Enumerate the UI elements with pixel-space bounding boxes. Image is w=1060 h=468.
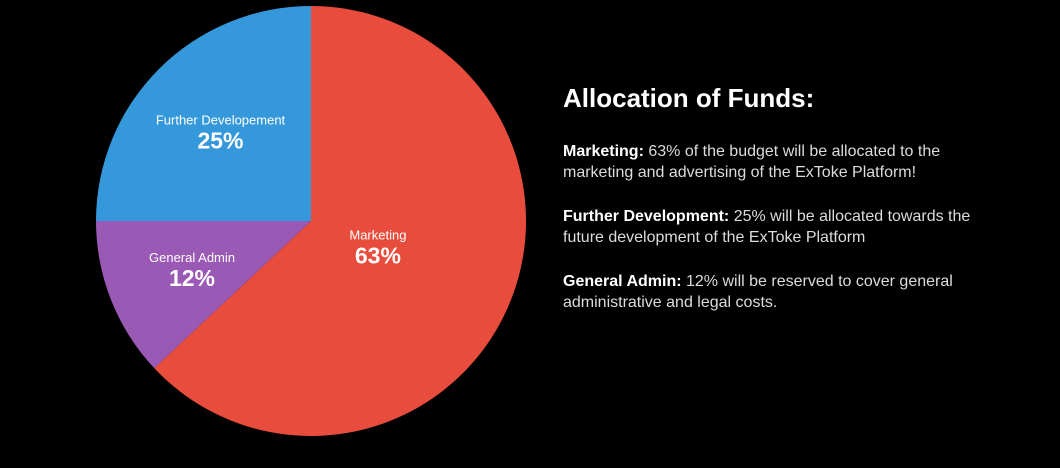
pie-slices [96, 6, 526, 437]
pie-slice-general-admin [96, 221, 311, 369]
allocation-item-general-admin: General Admin: 12% will be reserved to c… [563, 271, 983, 313]
allocation-item-text: 12% will be reserved to cover general ad… [563, 273, 953, 311]
pie-slice-value-label: 25% [197, 128, 243, 154]
allocation-item-text: 25% will be allocated towards the future… [563, 208, 971, 246]
pie-slice-value-label: 63% [355, 243, 401, 269]
allocation-item-further-development: Further Development: 25% will be allocat… [563, 206, 983, 248]
allocation-item-text: 63% of the budget will be allocated to t… [563, 143, 941, 181]
allocation-item-marketing: Marketing: 63% of the budget will be all… [563, 141, 983, 183]
pie-slice-label: Further Developement [156, 113, 286, 128]
pie-slice-label: Marketing [349, 228, 406, 243]
allocation-item-label: Further Development: [563, 208, 730, 225]
pie-slice-further-developement [96, 6, 311, 221]
allocation-item-label: General Admin: [563, 273, 682, 290]
allocation-item-label: Marketing: [563, 143, 644, 160]
panel-title: Allocation of Funds: [563, 83, 815, 113]
allocation-panel: Allocation of Funds: Marketing: 63% of t… [563, 82, 983, 336]
pie-slice-value-label: 12% [169, 265, 215, 291]
pie-slice-marketing [154, 6, 526, 437]
pie-slice-label: General Admin [149, 250, 235, 265]
